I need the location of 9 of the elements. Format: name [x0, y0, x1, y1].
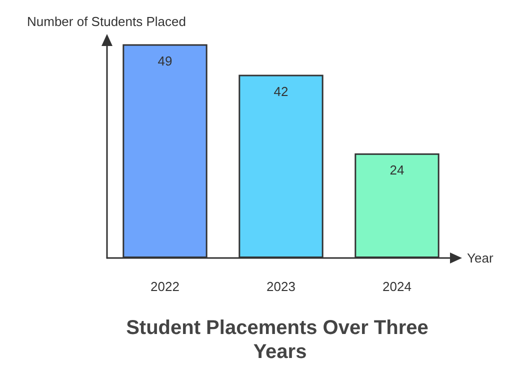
data-label: 49: [158, 53, 172, 68]
y-axis-title: Number of Students Placed: [27, 14, 186, 29]
x-tick-label: 2022: [150, 279, 180, 294]
x-tick-label: 2024: [382, 279, 412, 294]
data-label: 24: [390, 162, 404, 178]
x-axis-title: Year: [467, 250, 494, 266]
x-tick-label: 2023: [266, 279, 296, 294]
data-label: 42: [274, 84, 288, 99]
text: Student Placements Over Three Years: [126, 317, 434, 363]
